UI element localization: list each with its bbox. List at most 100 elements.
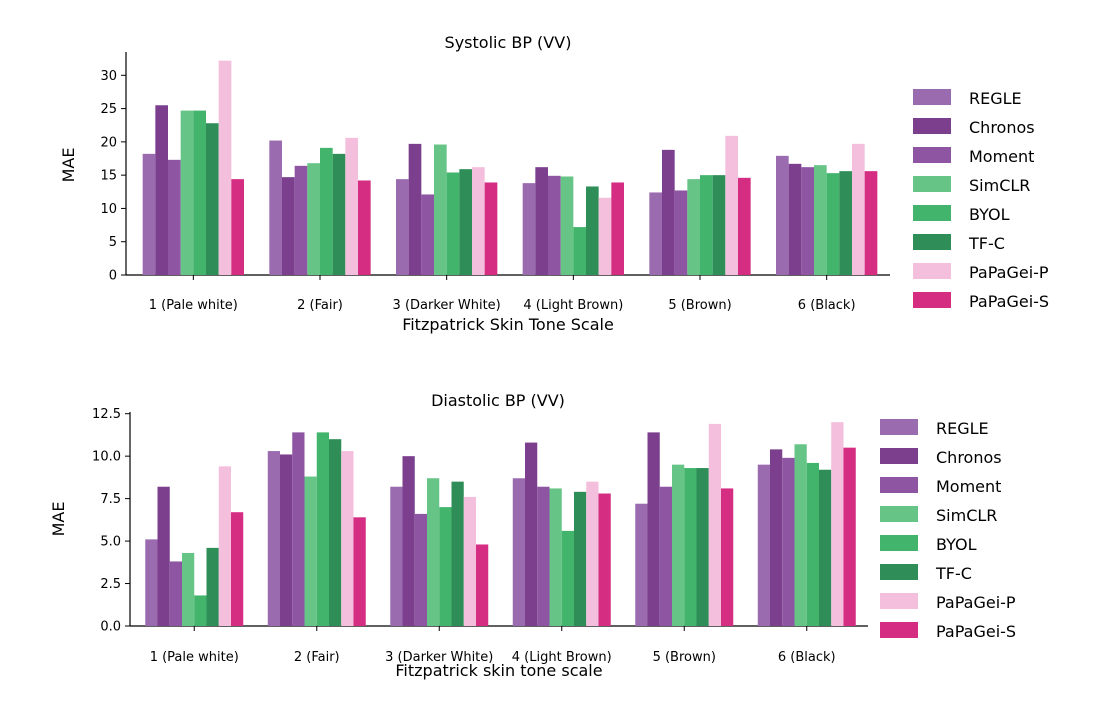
bar-chronos-6	[770, 449, 783, 626]
y-tick-label: 2.5	[100, 577, 121, 592]
bar-byol-4	[561, 530, 574, 626]
bar-moment-5	[674, 190, 688, 275]
bar-moment-4	[548, 175, 561, 275]
y-tick-label: 5.0	[100, 535, 121, 550]
bar-moment-6	[801, 167, 814, 275]
legend-swatch	[913, 89, 951, 105]
bar-regle-5	[635, 503, 648, 626]
chart-title: Systolic BP (VV)	[445, 33, 572, 52]
legend-label: PaPaGei-S	[936, 622, 1016, 641]
bar-papagei-p-6	[852, 143, 865, 275]
bar-papagei-p-2	[345, 137, 358, 275]
bar-regle-6	[757, 464, 770, 626]
legend-label: BYOL	[936, 535, 977, 554]
bar-moment-1	[168, 159, 181, 275]
legend-swatch	[880, 477, 918, 493]
bar-regle-6	[776, 155, 789, 275]
bar-moment-2	[292, 432, 305, 626]
chart-systolic-bp: Systolic BP (VV) MAE Fitzpatrick Skin To…	[59, 33, 1049, 334]
y-tick-label: 0.0	[100, 620, 121, 635]
legend-label: REGLE	[936, 419, 989, 438]
bar-moment-3	[414, 513, 427, 626]
bar-chronos-3	[402, 456, 415, 626]
bar-regle-2	[269, 140, 282, 275]
bar-chronos-4	[535, 167, 548, 275]
legend-label: Moment	[969, 147, 1034, 166]
bar-moment-3	[421, 194, 434, 275]
bar-regle-1	[142, 153, 156, 275]
bar-moment-1	[169, 561, 182, 626]
legend-label: SimCLR	[969, 176, 1030, 195]
bar-chronos-3	[408, 143, 422, 275]
bar-simclr-2	[307, 163, 320, 275]
bar-moment-5	[659, 486, 672, 626]
bar-papagei-s-2	[353, 517, 366, 626]
bar-regle-3	[390, 486, 403, 626]
bar-papagei-p-1	[218, 60, 232, 275]
bar-regle-1	[145, 539, 158, 626]
legend-swatch	[913, 234, 951, 250]
legend-label: TF-C	[935, 564, 972, 583]
legend-label: PaPaGei-P	[936, 593, 1016, 612]
legend-swatch	[913, 176, 951, 192]
y-tick-label: 20	[100, 135, 117, 150]
legend-label: TF-C	[968, 234, 1005, 253]
bar-tf-c-1	[206, 547, 219, 626]
legend-label: Moment	[936, 477, 1001, 496]
x-tick-label: 3 (Darker White)	[385, 650, 493, 665]
bar-papagei-s-3	[476, 544, 489, 626]
bar-byol-1	[194, 595, 207, 626]
bar-regle-4	[512, 478, 525, 626]
chart-title: Diastolic BP (VV)	[431, 391, 565, 410]
bar-byol-2	[320, 147, 333, 275]
bar-papagei-s-5	[738, 177, 751, 275]
x-axis-label: Fitzpatrick skin tone scale	[395, 661, 602, 680]
bar-simclr-5	[672, 464, 685, 626]
bar-chronos-4	[525, 442, 538, 626]
legend-swatch	[913, 292, 951, 308]
bar-chronos-2	[280, 454, 293, 626]
legend-label: PaPaGei-P	[969, 263, 1049, 282]
x-tick-label: 1 (Pale white)	[149, 298, 238, 313]
bar-papagei-s-6	[864, 171, 878, 275]
x-tick-label: 5 (Brown)	[653, 650, 716, 665]
bar-byol-5	[700, 175, 713, 275]
legend-swatch	[880, 593, 918, 609]
bar-papagei-p-1	[218, 466, 231, 626]
bar-tf-c-5	[696, 468, 709, 626]
bar-moment-4	[537, 486, 550, 626]
x-tick-label: 3 (Darker White)	[393, 298, 501, 313]
bar-papagei-p-4	[586, 481, 599, 626]
bar-simclr-5	[687, 179, 700, 275]
bar-simclr-4	[560, 176, 574, 275]
bar-simclr-3	[434, 144, 447, 275]
bar-moment-6	[782, 457, 795, 626]
bar-chronos-2	[282, 177, 295, 275]
bar-simclr-2	[304, 476, 317, 626]
bar-chronos-6	[788, 163, 802, 275]
bar-chronos-1	[155, 105, 168, 276]
bar-tf-c-4	[586, 186, 599, 275]
bar-byol-3	[446, 172, 460, 275]
bar-papagei-s-4	[611, 182, 624, 275]
legend-swatch	[880, 448, 918, 464]
legend-label: Chronos	[969, 118, 1035, 137]
y-tick-label: 10	[100, 202, 117, 217]
bar-papagei-s-3	[484, 182, 498, 275]
y-tick-label: 12.5	[92, 407, 121, 422]
y-tick-label: 0	[109, 269, 117, 284]
bar-tf-c-4	[574, 491, 587, 626]
bar-simclr-1	[180, 110, 194, 275]
y-tick-label: 25	[100, 102, 117, 117]
legend-label: SimCLR	[936, 506, 997, 525]
bar-tf-c-6	[819, 469, 832, 626]
bar-papagei-s-1	[231, 179, 244, 275]
bar-chronos-1	[157, 486, 170, 626]
bar-papagei-p-4	[598, 197, 612, 275]
bar-papagei-p-3	[463, 496, 476, 626]
y-tick-label: 15	[100, 169, 117, 184]
y-tick-label: 5	[109, 235, 117, 250]
bar-tf-c-5	[712, 175, 726, 275]
bar-byol-6	[826, 173, 840, 275]
y-tick-label: 10.0	[92, 450, 121, 465]
